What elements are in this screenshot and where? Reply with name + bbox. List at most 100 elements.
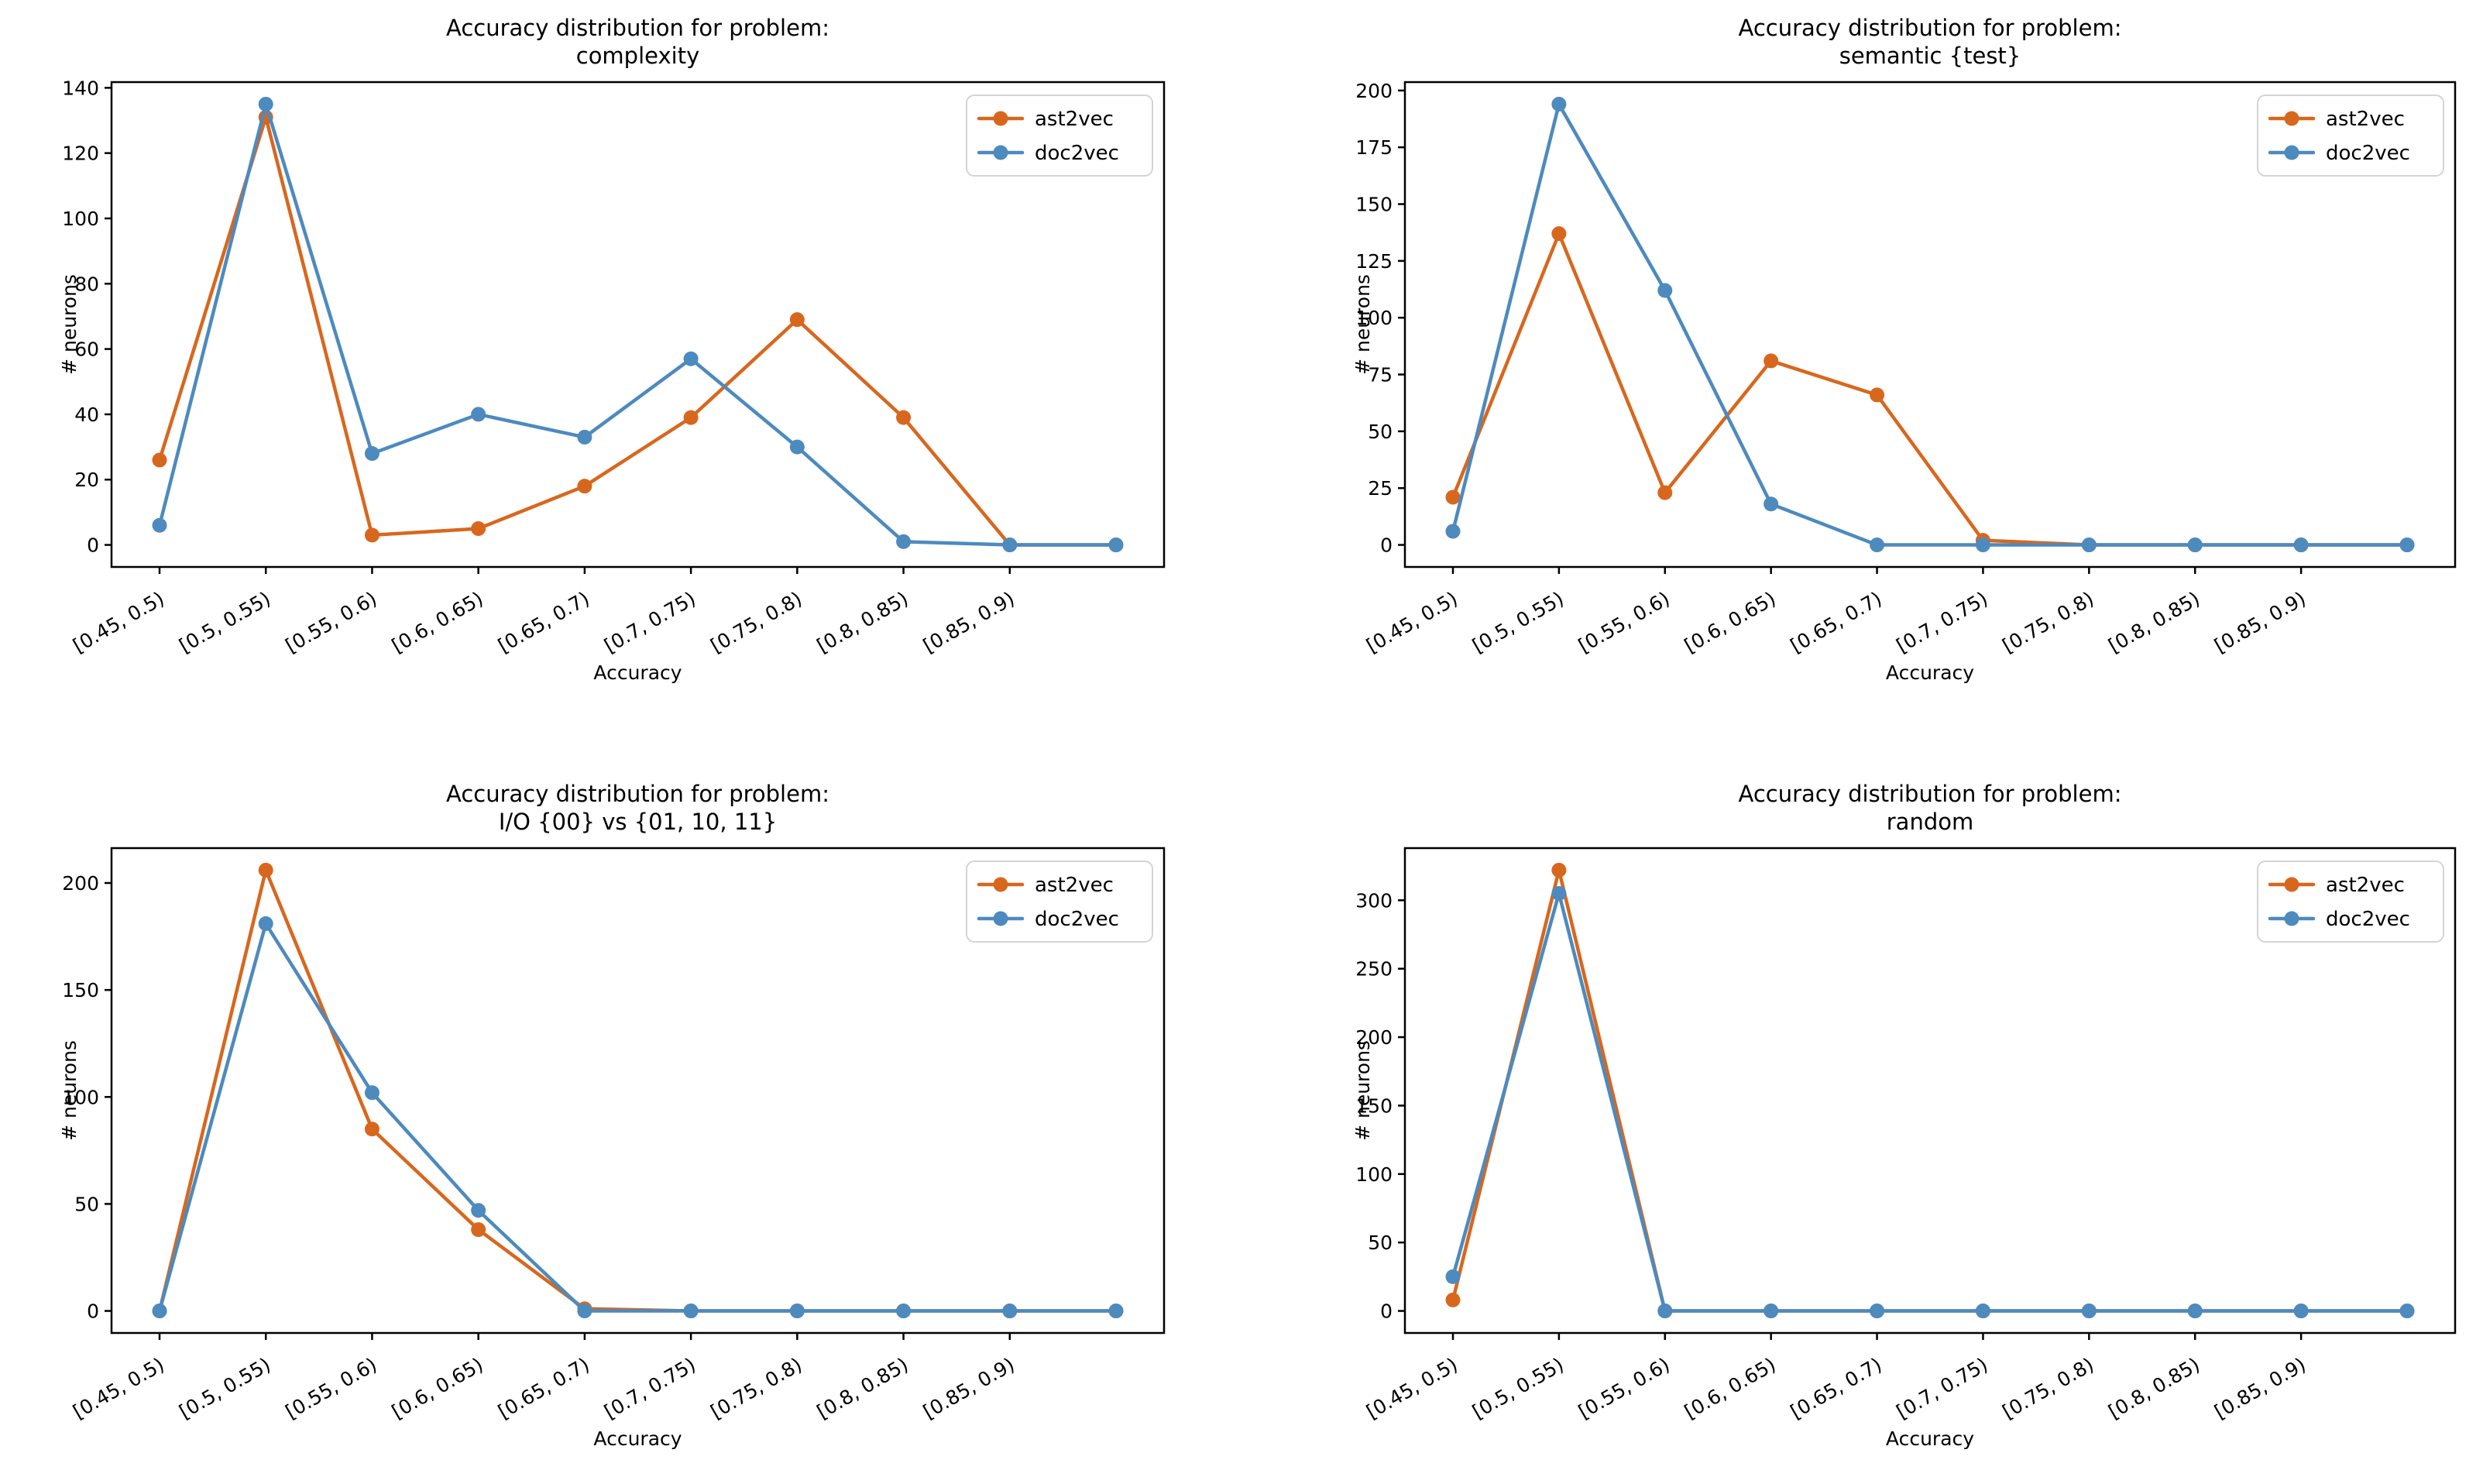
legend-label-doc2vec: doc2vec <box>1035 142 1119 165</box>
data-point-marker-ast2vec <box>683 410 699 425</box>
legend-sample-marker-doc2vec <box>2284 145 2299 160</box>
legend-sample-marker-doc2vec <box>993 145 1008 160</box>
series-line-ast2vec <box>1451 232 2409 547</box>
plot-box <box>110 847 1166 1335</box>
y-tick-label: 175 <box>1355 136 1393 159</box>
x-tick-label: [0.5, 0.55) <box>175 1353 274 1424</box>
data-point-marker-doc2vec <box>789 1304 805 1319</box>
data-point-marker-ast2vec <box>471 1222 486 1238</box>
x-tick-label: [0.7, 0.75) <box>1893 587 1992 658</box>
chart-subtitle: random <box>1887 809 1973 835</box>
data-point-marker-doc2vec <box>2399 1304 2415 1319</box>
y-tick-label: 200 <box>1355 80 1393 102</box>
x-tick-label: [0.85, 0.9) <box>2210 587 2310 658</box>
x-tick-label: [0.5, 0.55) <box>1468 1353 1568 1424</box>
x-axis-label: Accuracy <box>1886 661 1974 684</box>
data-point-marker-doc2vec <box>1975 1304 1990 1319</box>
data-point-marker-doc2vec <box>471 407 486 422</box>
y-tick-label: 120 <box>62 143 99 165</box>
legend-box <box>966 861 1153 943</box>
x-tick-label: [0.85, 0.9) <box>2210 1353 2310 1424</box>
y-tick-label: 150 <box>1355 194 1393 216</box>
x-tick-label: [0.55, 0.6) <box>282 587 381 658</box>
data-point-marker-ast2vec <box>1764 353 1779 369</box>
legend-sample-marker-ast2vec <box>993 877 1008 892</box>
series-line-doc2vec <box>1451 102 2409 547</box>
legend-label-doc2vec: doc2vec <box>2326 142 2410 165</box>
data-point-marker-doc2vec <box>152 1304 167 1319</box>
y-axis-label: # neurons <box>1351 274 1374 375</box>
data-point-marker-doc2vec <box>364 446 379 462</box>
data-point-marker-ast2vec <box>1657 485 1673 500</box>
x-tick-label: [0.7, 0.75) <box>600 587 699 658</box>
data-point-marker-doc2vec <box>2399 538 2415 553</box>
data-point-marker-doc2vec <box>2187 1304 2203 1319</box>
chart-title: Accuracy distribution for problem: <box>1739 781 2122 807</box>
x-tick-label: [0.85, 0.9) <box>919 587 1018 658</box>
data-point-marker-doc2vec <box>2293 538 2309 553</box>
data-point-marker-doc2vec <box>2081 1304 2097 1319</box>
x-tick-label: [0.45, 0.5) <box>69 587 168 658</box>
legend: ast2vec doc2vec <box>966 94 1153 177</box>
x-tick-label: [0.65, 0.7) <box>1787 1353 1886 1424</box>
y-tick-label: 75 <box>1368 364 1393 386</box>
chart-subtitle: semantic {test} <box>1839 43 2021 69</box>
x-tick-label: [0.5, 0.55) <box>1468 587 1568 658</box>
chart-title: Accuracy distribution for problem: <box>1739 15 2122 41</box>
series-line-doc2vec <box>157 102 1118 547</box>
x-tick-label: [0.8, 0.85) <box>813 1353 912 1424</box>
x-tick-label: [0.75, 0.8) <box>707 1353 806 1424</box>
y-tick-label: 200 <box>1355 1026 1393 1049</box>
legend-label-ast2vec: ast2vec <box>2326 874 2405 897</box>
chart-complexity: Accuracy distribution for problem:comple… <box>58 15 1166 684</box>
x-tick-label: [0.6, 0.65) <box>388 1353 487 1424</box>
data-point-marker-doc2vec <box>1002 538 1018 553</box>
y-tick-label: 300 <box>1355 889 1393 912</box>
y-tick-label: 60 <box>74 338 99 361</box>
data-point-marker-doc2vec <box>1764 1304 1779 1319</box>
data-point-marker-doc2vec <box>1551 885 1567 901</box>
legend-box <box>2257 861 2444 943</box>
data-point-marker-ast2vec <box>1551 226 1567 242</box>
data-point-marker-ast2vec <box>258 862 273 878</box>
data-point-marker-doc2vec <box>683 1304 699 1319</box>
x-axis-label: Accuracy <box>1886 1427 1974 1450</box>
data-point-marker-ast2vec <box>364 527 379 543</box>
data-point-marker-doc2vec <box>258 916 273 932</box>
y-tick-label: 125 <box>1355 250 1393 273</box>
data-point-marker-doc2vec <box>1657 283 1673 298</box>
data-point-marker-ast2vec <box>364 1122 379 1137</box>
y-tick-label: 200 <box>62 872 99 895</box>
data-point-marker-doc2vec <box>789 439 805 455</box>
data-point-marker-doc2vec <box>577 1304 592 1319</box>
data-point-marker-ast2vec <box>1445 490 1461 505</box>
legend-label-doc2vec: doc2vec <box>1035 908 1119 931</box>
chart-random: Accuracy distribution for problem:random… <box>1351 781 2457 1450</box>
data-point-marker-doc2vec <box>471 1203 486 1218</box>
y-tick-label: 150 <box>1355 1094 1393 1117</box>
y-tick-label: 140 <box>62 77 99 99</box>
y-tick-label: 20 <box>74 469 99 491</box>
legend-sample-marker-ast2vec <box>993 111 1008 126</box>
data-point-marker-ast2vec <box>1551 862 1567 878</box>
y-tick-label: 50 <box>1368 1232 1393 1254</box>
x-tick-label: [0.65, 0.7) <box>494 587 593 658</box>
data-point-marker-doc2vec <box>896 534 912 549</box>
plot-box <box>110 81 1166 569</box>
data-point-marker-doc2vec <box>1108 1304 1124 1319</box>
chart-title: Accuracy distribution for problem: <box>446 781 829 807</box>
y-tick-label: 25 <box>1368 477 1393 500</box>
x-tick-label: [0.6, 0.65) <box>1681 587 1780 658</box>
y-tick-label: 0 <box>1380 1300 1393 1323</box>
y-tick-label: 250 <box>1355 958 1393 981</box>
data-point-marker-doc2vec <box>1975 538 1990 553</box>
y-tick-label: 0 <box>87 1300 99 1323</box>
y-tick-label: 0 <box>87 534 99 557</box>
data-point-marker-doc2vec <box>1764 496 1779 512</box>
y-axis-label: # neurons <box>58 274 81 375</box>
legend-box <box>2257 94 2444 177</box>
legend-box <box>966 94 1153 177</box>
legend: ast2vec doc2vec <box>966 861 1153 943</box>
x-tick-label: [0.55, 0.6) <box>282 1353 381 1424</box>
